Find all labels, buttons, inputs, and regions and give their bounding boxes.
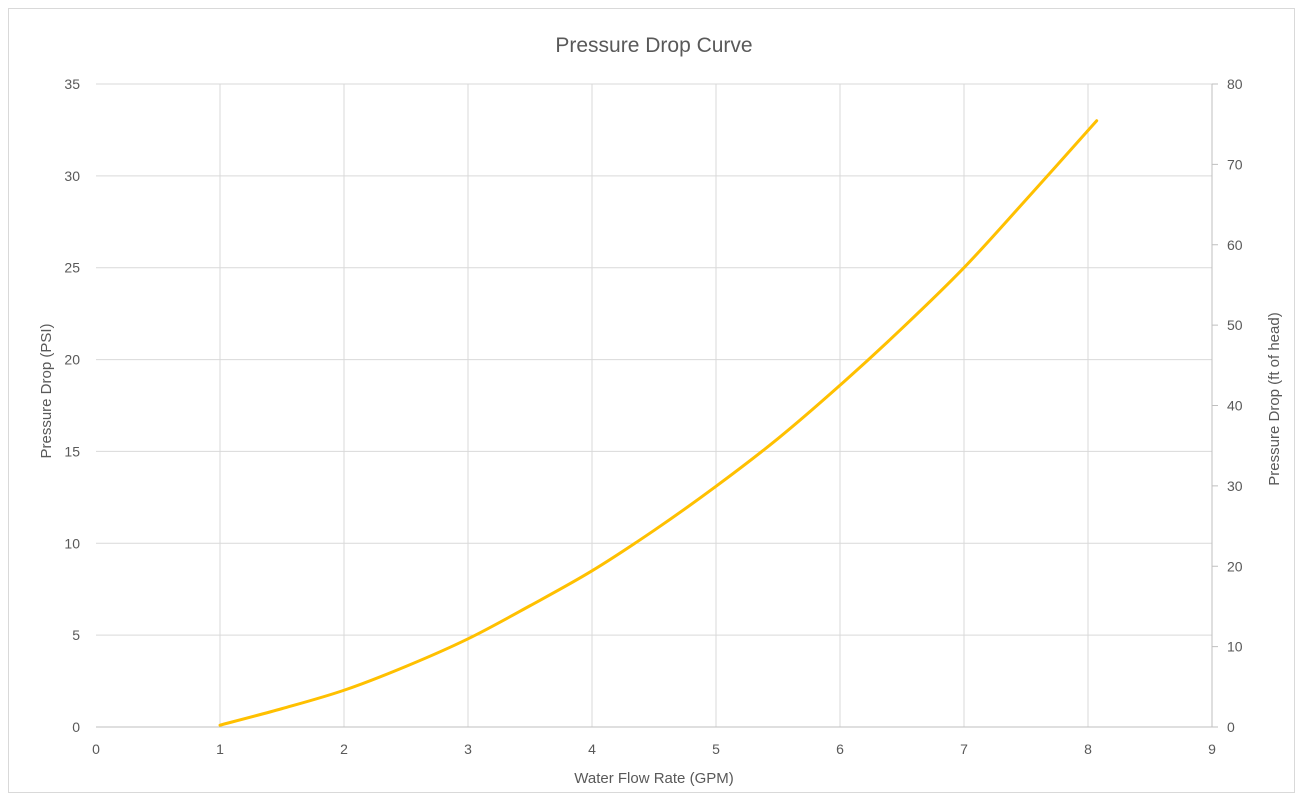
chart-title: Pressure Drop Curve (555, 34, 752, 57)
x-tick-label: 3 (464, 741, 472, 757)
x-axis-ticks: 0 1 2 3 4 5 6 7 8 9 (92, 741, 1216, 757)
x-tick-label: 8 (1084, 741, 1092, 757)
y-tick-label: 5 (72, 627, 80, 643)
x-tick-label: 7 (960, 741, 968, 757)
x-tick-label: 2 (340, 741, 348, 757)
secondary-y-axis-ticks: 0 10 20 30 40 50 60 70 80 (1212, 76, 1243, 735)
secondary-y-tick-label: 80 (1227, 76, 1243, 92)
y-axis-ticks: 0 5 10 15 20 25 30 35 (64, 76, 80, 735)
secondary-y-tick-label: 10 (1227, 639, 1243, 655)
y-tick-label: 15 (64, 443, 80, 459)
y-tick-label: 0 (72, 719, 80, 735)
chart-frame: Pressure Drop Curve 0 1 2 3 4 5 6 7 8 9 0 5 10 15 20 2… (8, 8, 1295, 793)
secondary-y-tick-label: 60 (1227, 237, 1243, 253)
series-layer (218, 119, 1099, 727)
secondary-y-tick-label: 20 (1227, 558, 1243, 574)
x-axis-title: Water Flow Rate (GPM) (574, 770, 733, 787)
x-tick-label: 1 (216, 741, 224, 757)
x-tick-label: 6 (836, 741, 844, 757)
x-tick-label: 0 (92, 741, 100, 757)
secondary-y-tick-label: 70 (1227, 156, 1243, 172)
x-tick-label: 9 (1208, 741, 1216, 757)
secondary-y-tick-label: 50 (1227, 317, 1243, 333)
y-tick-label: 10 (64, 535, 80, 551)
y-tick-label: 25 (64, 260, 80, 276)
y-tick-label: 20 (64, 352, 80, 368)
chart-svg: Pressure Drop Curve 0 1 2 3 4 5 6 7 8 9 0 5 10 15 20 2… (38, 34, 1283, 787)
y-axis-title: Pressure Drop (PSI) (38, 323, 55, 458)
secondary-y-tick-label: 40 (1227, 398, 1243, 414)
y-tick-label: 35 (64, 76, 80, 92)
secondary-y-tick-label: 30 (1227, 478, 1243, 494)
pressure-drop-series-line (218, 119, 1099, 727)
y-tick-label: 30 (64, 168, 80, 184)
secondary-y-tick-label: 0 (1227, 719, 1235, 735)
x-tick-label: 4 (588, 741, 596, 757)
secondary-y-axis-title: Pressure Drop (ft of head) (1266, 312, 1283, 485)
x-tick-label: 5 (712, 741, 720, 757)
